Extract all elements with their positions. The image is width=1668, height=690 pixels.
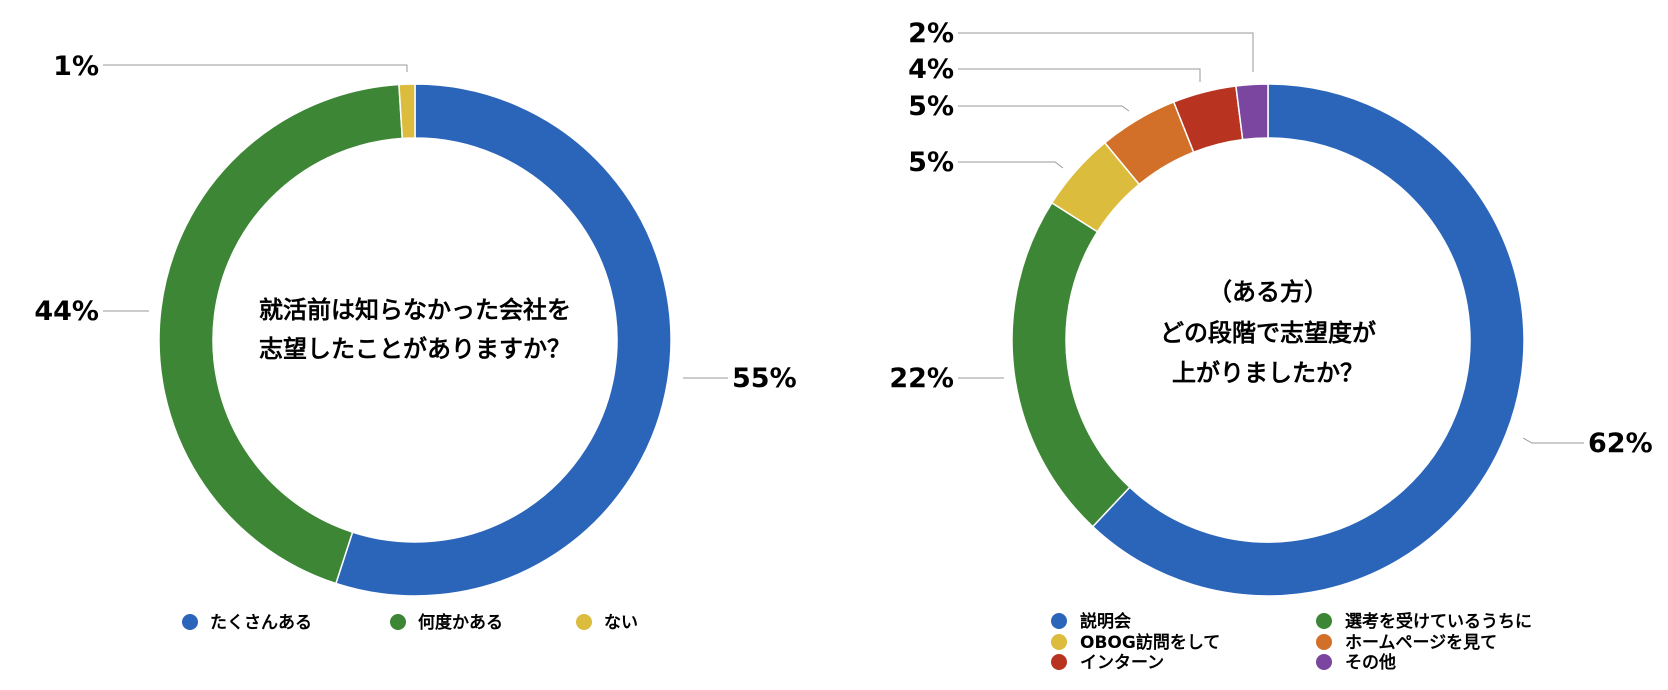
data-label-1-2: 44% (34, 296, 99, 327)
legend-marker-1-2 (390, 614, 406, 630)
legend-label-2-6: その他 (1345, 652, 1396, 673)
legend-marker-2-2 (1316, 613, 1332, 629)
legend-marker-2-3 (1051, 634, 1067, 650)
legend-marker-1-3 (576, 614, 592, 630)
data-label-2-4: 5% (908, 91, 954, 122)
legend-label-2-4: ホームページを見て (1345, 633, 1497, 653)
data-label-2-2: 22% (889, 363, 954, 394)
chart-title-line-1-1: 就活前は知らなかった会社を (259, 296, 571, 324)
data-label-2-3: 5% (908, 147, 954, 178)
data-label-1-1: 55% (732, 363, 797, 394)
data-label-1-3: 1% (53, 51, 99, 82)
chart-title-line-2-2: どの段階で志望度が (1160, 319, 1376, 347)
legend-marker-2-4 (1316, 634, 1332, 650)
legend-label-2-2: 選考を受けているうちに (1345, 611, 1532, 632)
leader-line-2-4 (958, 105, 1130, 112)
leader-line-2-3 (958, 161, 1064, 169)
data-label-2-5: 4% (908, 54, 954, 85)
leader-line-2-1 (1522, 437, 1584, 444)
chart-title-line-1-2: 志望したことがありますか？ (259, 335, 571, 363)
chart-title-line-2-3: 上がりましたか？ (1172, 359, 1364, 387)
data-label-2-6: 2% (908, 18, 954, 49)
leader-line-2-5 (958, 68, 1201, 82)
slice-1-3 (398, 83, 416, 140)
slice-2-2 (1011, 201, 1131, 528)
legend-label-2-1: 説明会 (1080, 611, 1131, 632)
legend-marker-2-6 (1316, 654, 1332, 670)
chart-title-line-2-1: （ある方） (1208, 278, 1328, 306)
slice-1-2 (158, 83, 404, 585)
legend-marker-2-1 (1051, 613, 1067, 629)
slice-1-1 (334, 83, 672, 597)
leader-line-2-6 (958, 32, 1254, 72)
leader-line-1-3 (103, 64, 408, 72)
legend-label-1-1: たくさんある (210, 613, 312, 633)
legend-label-2-3: OBOG訪問をして (1080, 632, 1220, 653)
legend-label-2-5: インターン (1080, 653, 1164, 673)
legend-label-1-3: ない (604, 613, 638, 633)
legend-marker-2-5 (1051, 654, 1067, 670)
legend-label-1-2: 何度かある (418, 612, 503, 633)
legend-marker-1-1 (182, 614, 198, 630)
data-label-2-1: 62% (1588, 428, 1653, 459)
slice-2-1 (1091, 83, 1525, 597)
slice-2-6 (1235, 83, 1269, 141)
